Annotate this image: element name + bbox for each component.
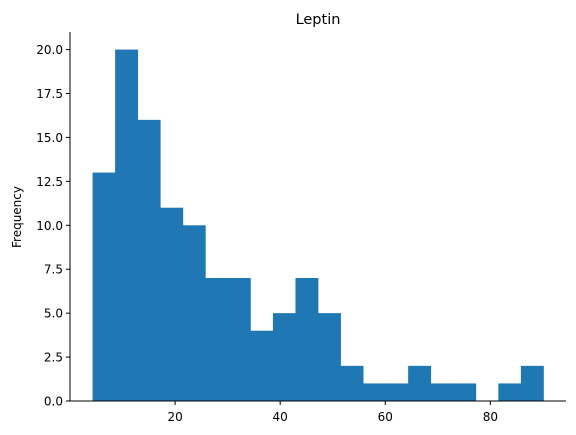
histogram-bar xyxy=(520,365,544,401)
y-tick-label: 0.0 xyxy=(44,395,63,409)
histogram-bar xyxy=(160,207,184,401)
x-tick-label: 20 xyxy=(167,410,182,424)
x-tick-label: 40 xyxy=(273,410,288,424)
histogram-bar xyxy=(385,383,409,401)
histogram-bar xyxy=(363,383,387,401)
chart-title: Leptin xyxy=(296,12,341,28)
x-tick-label: 80 xyxy=(483,410,498,424)
histogram-bar xyxy=(453,383,477,401)
histogram-bar xyxy=(227,278,251,401)
y-tick-label: 15.0 xyxy=(36,131,63,145)
histogram-bar xyxy=(205,278,229,401)
histogram-bar xyxy=(182,225,206,401)
histogram-bar xyxy=(408,365,432,401)
y-tick-label: 5.0 xyxy=(44,307,63,321)
x-axis-ticks: 20 40 60 80 xyxy=(167,401,498,424)
histogram-bar xyxy=(430,383,454,401)
histogram-bar xyxy=(340,365,364,401)
y-tick-label: 20.0 xyxy=(36,43,63,57)
y-tick-label: 17.5 xyxy=(36,87,63,101)
y-axis-ticks: 0.0 2.5 5.0 7.5 10.0 12.5 15.0 17.5 20.0 xyxy=(36,43,70,409)
bars-group xyxy=(92,49,544,402)
y-axis-label: Frequency xyxy=(10,186,24,248)
y-tick-label: 7.5 xyxy=(44,263,63,277)
histogram-bar xyxy=(498,383,522,401)
x-tick-label: 60 xyxy=(378,410,393,424)
histogram-bar xyxy=(250,330,274,401)
histogram-bar xyxy=(295,278,319,401)
histogram-bar xyxy=(318,313,341,401)
y-tick-label: 12.5 xyxy=(36,175,63,189)
y-tick-label: 10.0 xyxy=(36,219,63,233)
histogram-bar xyxy=(115,49,139,401)
histogram-bar xyxy=(137,119,161,402)
y-tick-label: 2.5 xyxy=(44,351,63,365)
histogram-bar xyxy=(272,313,296,401)
histogram-bar xyxy=(92,172,116,401)
